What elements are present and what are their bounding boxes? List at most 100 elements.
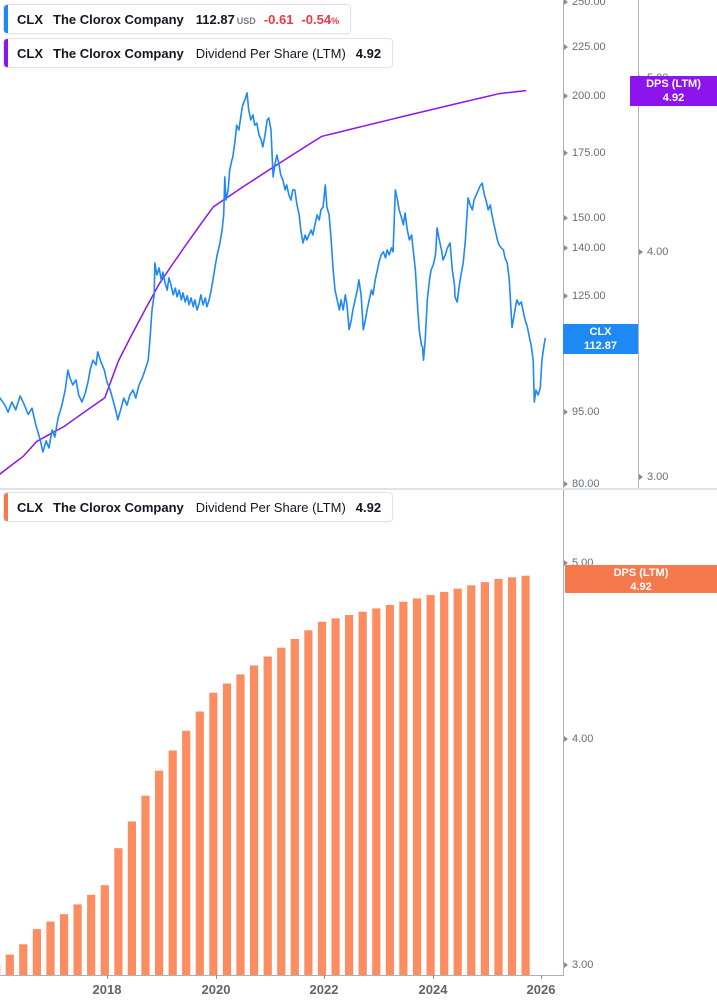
dps-bar bbox=[494, 578, 503, 975]
year-tick-mark bbox=[216, 975, 217, 979]
year-tick-label: 2020 bbox=[201, 982, 231, 997]
tick-label: 125.00 bbox=[572, 289, 606, 302]
dps-bar bbox=[290, 638, 299, 975]
ticker-symbol: CLX bbox=[17, 45, 43, 61]
dps-bar bbox=[19, 944, 28, 975]
price-axis-line[interactable] bbox=[563, 0, 564, 488]
price-chart-canvas[interactable] bbox=[0, 0, 563, 488]
tick-label: 4.00 bbox=[647, 246, 669, 259]
tick-marker bbox=[564, 43, 568, 50]
tick-marker bbox=[564, 244, 568, 251]
indicator-value: 4.92 bbox=[355, 499, 382, 515]
tick-label: 3.00 bbox=[572, 958, 594, 971]
tick-marker bbox=[564, 481, 568, 488]
dps-tag-title: DPS (LTM) bbox=[646, 78, 701, 90]
dps-bar bbox=[331, 618, 340, 975]
dps-bar bbox=[358, 611, 367, 975]
dps-bar bbox=[46, 921, 55, 975]
year-tick-mark bbox=[541, 975, 542, 979]
dps-bar bbox=[263, 656, 272, 975]
tick-marker bbox=[564, 408, 568, 415]
tick-marker bbox=[639, 473, 643, 480]
dps-bar bbox=[480, 582, 489, 975]
year-tick-mark bbox=[324, 975, 325, 979]
price-value-tag: CLX 112.87 bbox=[563, 324, 638, 354]
ticker-symbol: CLX bbox=[17, 499, 43, 515]
dps-bar bbox=[222, 683, 232, 975]
legend-price-row[interactable]: CLX The Clorox Company 112.87 USD -0.61 … bbox=[3, 4, 352, 34]
dps-axis-line[interactable] bbox=[638, 0, 639, 488]
dps-bar bbox=[467, 585, 476, 975]
dps-series-color-bar bbox=[4, 493, 8, 521]
tick-label: 250.00 bbox=[572, 0, 606, 8]
ticker-symbol: CLX bbox=[17, 11, 43, 27]
tick-marker bbox=[564, 93, 568, 100]
dps-chart-canvas[interactable] bbox=[0, 490, 563, 1000]
dps-tag-value: 4.92 bbox=[630, 581, 652, 593]
dps-bar bbox=[182, 730, 191, 975]
year-tick-label: 2022 bbox=[309, 982, 339, 997]
year-tick-label: 2024 bbox=[418, 982, 448, 997]
dps-bar bbox=[236, 674, 245, 975]
dps-bar bbox=[209, 692, 218, 975]
dps-bar bbox=[304, 630, 313, 975]
tick-label: 175.00 bbox=[572, 147, 606, 160]
indicator-name: Dividend Per Share (LTM) bbox=[195, 499, 346, 515]
tick-marker bbox=[564, 150, 568, 157]
dps-tag-value: 4.92 bbox=[662, 92, 685, 104]
tick-label: 95.00 bbox=[572, 405, 600, 418]
company-name: The Clorox Company bbox=[53, 499, 184, 515]
dps-bar bbox=[399, 601, 408, 975]
panel-divider[interactable] bbox=[0, 488, 717, 490]
time-axis-line[interactable] bbox=[0, 975, 564, 976]
dps-bar bbox=[60, 914, 69, 975]
tick-marker bbox=[564, 292, 568, 299]
dps-series-color-bar bbox=[4, 39, 8, 67]
dps-bar bbox=[277, 647, 286, 975]
tick-marker bbox=[639, 249, 643, 256]
year-tick-mark bbox=[107, 975, 108, 979]
dps-bar bbox=[32, 929, 41, 975]
dps-bar bbox=[317, 621, 327, 975]
tick-marker bbox=[564, 560, 568, 566]
tick-label: 225.00 bbox=[572, 40, 606, 53]
dps-bar bbox=[168, 750, 177, 975]
dps-bar bbox=[453, 588, 462, 975]
indicator-name: Dividend Per Share (LTM) bbox=[195, 45, 346, 61]
year-tick-mark bbox=[433, 975, 434, 979]
dps-bar bbox=[155, 770, 164, 975]
indicator-value: 4.92 bbox=[355, 45, 382, 61]
dps-bar bbox=[5, 954, 14, 975]
dps-bar bbox=[195, 711, 204, 975]
company-name: The Clorox Company bbox=[53, 45, 184, 61]
dps-bar bbox=[141, 795, 150, 975]
legend-dps-overlay-row[interactable]: CLX The Clorox Company Dividend Per Shar… bbox=[3, 38, 394, 68]
dps-bar bbox=[385, 605, 394, 975]
dps-bar bbox=[507, 577, 517, 975]
price-panel: 250.00 225.00 200.00 175.00 150.00 140.00 125.… bbox=[0, 0, 717, 488]
last-price: 112.87 bbox=[195, 11, 235, 27]
year-tick-label: 2018 bbox=[92, 982, 122, 997]
percent-sign: % bbox=[331, 15, 340, 26]
dps-line bbox=[0, 89, 527, 475]
dps-bar bbox=[114, 848, 123, 975]
year-tick-label: 2026 bbox=[526, 982, 556, 997]
company-name: The Clorox Company bbox=[53, 11, 184, 27]
dps-bar bbox=[521, 575, 530, 975]
tick-marker bbox=[564, 0, 568, 5]
tick-label: 150.00 bbox=[572, 212, 606, 225]
dps-panel: 5.00 4.00 3.00 2018 2020 2022 2024 2026 DPS (L… bbox=[0, 490, 717, 1005]
price-change: -0.61 bbox=[263, 11, 294, 27]
price-tag-value: 112.87 bbox=[583, 340, 618, 352]
tick-label: 80.00 bbox=[572, 478, 600, 488]
tick-marker bbox=[564, 961, 568, 968]
tick-marker bbox=[564, 215, 568, 222]
price-change-percent: -0.54% bbox=[301, 11, 340, 27]
dps-bar bbox=[440, 591, 449, 975]
dps-axis-line[interactable] bbox=[563, 490, 564, 976]
tick-label: 4.00 bbox=[572, 732, 594, 745]
legend-dps-row[interactable]: CLX The Clorox Company Dividend Per Shar… bbox=[3, 492, 394, 522]
tick-label: 200.00 bbox=[572, 90, 606, 103]
tick-marker bbox=[564, 735, 568, 742]
